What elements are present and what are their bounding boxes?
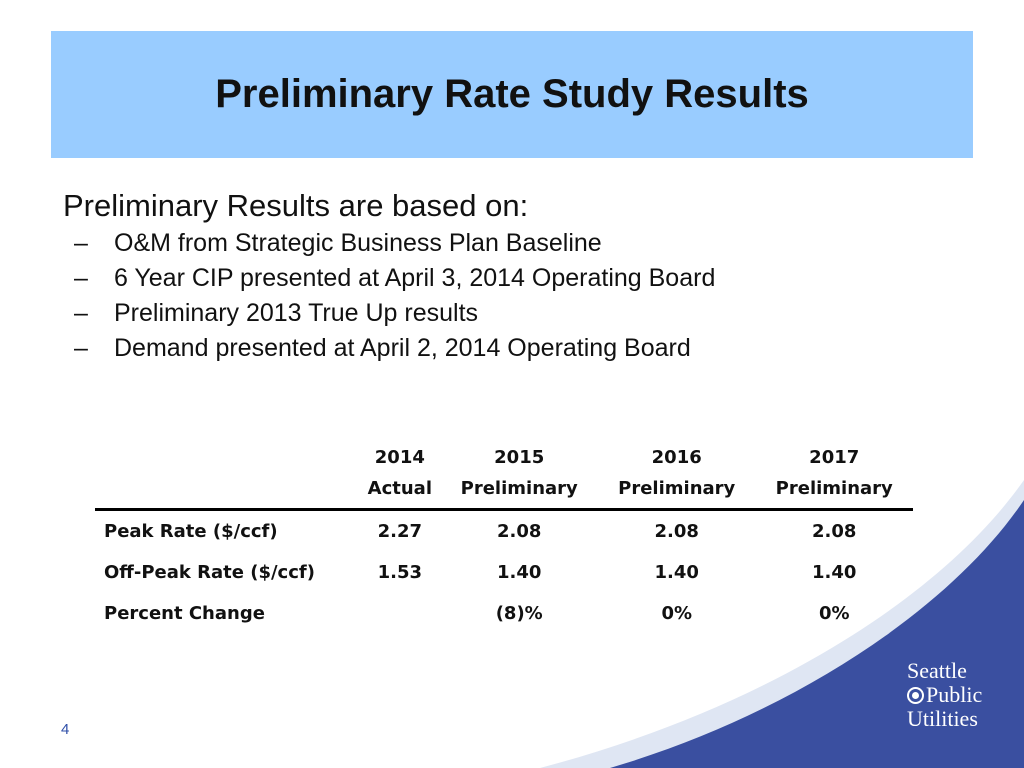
cell-value: 1.40 bbox=[497, 562, 542, 583]
cell-value: 1.40 bbox=[654, 562, 699, 583]
bullet-text: Demand presented at April 2, 2014 Operat… bbox=[114, 334, 691, 362]
title-banner: Preliminary Rate Study Results bbox=[51, 31, 973, 158]
dash-marker: – bbox=[74, 264, 88, 292]
cell-value: 1.40 bbox=[812, 562, 857, 583]
cell-value: (8)% bbox=[495, 603, 543, 624]
bullet-text: O&M from Strategic Business Plan Baselin… bbox=[114, 229, 602, 257]
table-row: Percent Change (8)% 0% 0% bbox=[95, 593, 913, 634]
logo-row-2: Public bbox=[907, 683, 982, 707]
bullet-item: – O&M from Strategic Business Plan Baseli… bbox=[74, 228, 715, 263]
dash-marker: – bbox=[74, 299, 88, 327]
row-label: Peak Rate ($/ccf) bbox=[104, 521, 278, 542]
bullet-item: –6 Year CIP presented at April 3, 2014 O… bbox=[74, 263, 715, 298]
cell-value: 2.08 bbox=[654, 521, 699, 542]
cell-value: 0% bbox=[661, 603, 692, 624]
header-2015: 2015 Preliminary bbox=[460, 447, 578, 499]
cell-value: 0% bbox=[818, 603, 850, 624]
row-label: Off-Peak Rate ($/ccf) bbox=[104, 562, 315, 583]
page-number: 4 bbox=[61, 721, 70, 738]
intro-text: Preliminary Results are based on: bbox=[63, 188, 529, 223]
header-2017: 2017 Preliminary bbox=[775, 447, 893, 499]
cell-value: 2.08 bbox=[812, 521, 857, 542]
table-row: Peak Rate ($/ccf) 2.27 2.08 2.08 2.08 bbox=[95, 510, 913, 553]
dash-marker: – bbox=[74, 334, 88, 362]
table-row: Off-Peak Rate ($/ccf) 1.53 1.40 1.40 1.4… bbox=[95, 552, 913, 593]
header-2016: 2016 Preliminary bbox=[618, 447, 736, 499]
bullet-list: – O&M from Strategic Business Plan Baseli… bbox=[74, 228, 715, 368]
header-2014: 2014 Actual bbox=[367, 447, 432, 499]
slide-title: Preliminary Rate Study Results bbox=[215, 72, 809, 116]
logo-mark-icon bbox=[907, 686, 924, 704]
bullet-item: – Preliminary 2013 True Up results bbox=[74, 298, 715, 333]
logo-line-2: Public bbox=[926, 682, 983, 707]
bullet-item: – Demand presented at April 2, 2014 Opera… bbox=[74, 333, 715, 368]
header-empty bbox=[95, 442, 359, 510]
cell-value: 1.53 bbox=[377, 562, 423, 583]
cell-value bbox=[359, 593, 440, 634]
logo-line-3: Utilities bbox=[907, 706, 978, 731]
dash-marker: – bbox=[74, 229, 88, 257]
cell-value: 2.08 bbox=[497, 521, 542, 542]
bullet-text: 6 Year CIP presented at April 3, 2014 Op… bbox=[114, 264, 716, 292]
row-label: Percent Change bbox=[104, 603, 265, 624]
rate-table: 2014 Actual 2015 Preliminary 2016 Prelimina… bbox=[95, 442, 913, 634]
seattle-public-utilities-logo: Seattle Public Utilities bbox=[907, 659, 982, 731]
bullet-text: Preliminary 2013 True Up results bbox=[114, 299, 479, 327]
table-header-row: 2014 Actual 2015 Preliminary 2016 Prelimina… bbox=[95, 442, 913, 510]
cell-value: 2.27 bbox=[377, 521, 423, 542]
logo-line-1: Seattle bbox=[907, 658, 967, 683]
